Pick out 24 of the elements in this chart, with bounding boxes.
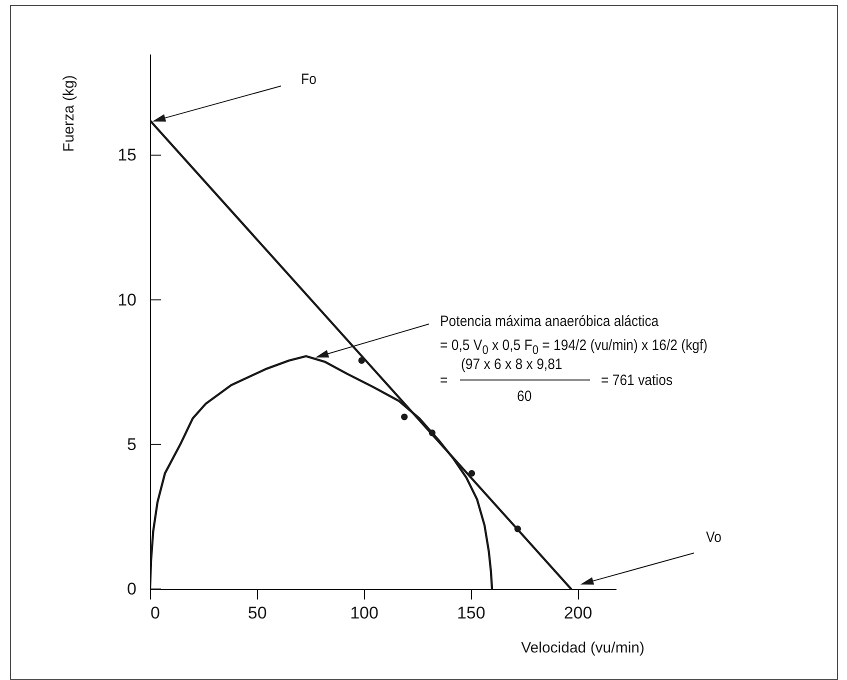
annotation: Fo	[301, 71, 316, 88]
y-tick-label: 10	[118, 290, 136, 310]
x-tick-label: 100	[350, 604, 378, 622]
point	[428, 429, 436, 436]
y-tick-label: 15	[118, 146, 136, 165]
y-tick-label: 0	[127, 580, 136, 598]
point	[468, 470, 476, 477]
x-tick-label: 200	[564, 604, 592, 622]
y-tick-label: 5	[127, 434, 136, 454]
annotation: =	[440, 372, 448, 389]
point	[514, 526, 522, 532]
x-tick-label: 0	[150, 604, 160, 622]
point	[401, 414, 408, 420]
annotation: Potencia máxima anaeróbica aláctica	[440, 313, 659, 330]
annotation: 60	[517, 388, 532, 405]
point	[358, 357, 365, 364]
annotation: = 0,5 V$_{0}$ x 0,5 F$_{0}$ = 194/2 (vu/min) x 16/2 (kgf)	[440, 337, 708, 357]
x-tick-label: 50	[248, 604, 267, 622]
annotation: (97 x 6 x 8 x 9,81	[461, 356, 562, 373]
y-axis-title: Fuerza (kg)	[60, 75, 78, 152]
annotation: = 761 vatios	[601, 372, 673, 389]
x-axis-title: Velocidad (vu/min)	[521, 640, 644, 656]
x-tick-label: 150	[456, 604, 486, 622]
text: Vo	[706, 529, 722, 546]
